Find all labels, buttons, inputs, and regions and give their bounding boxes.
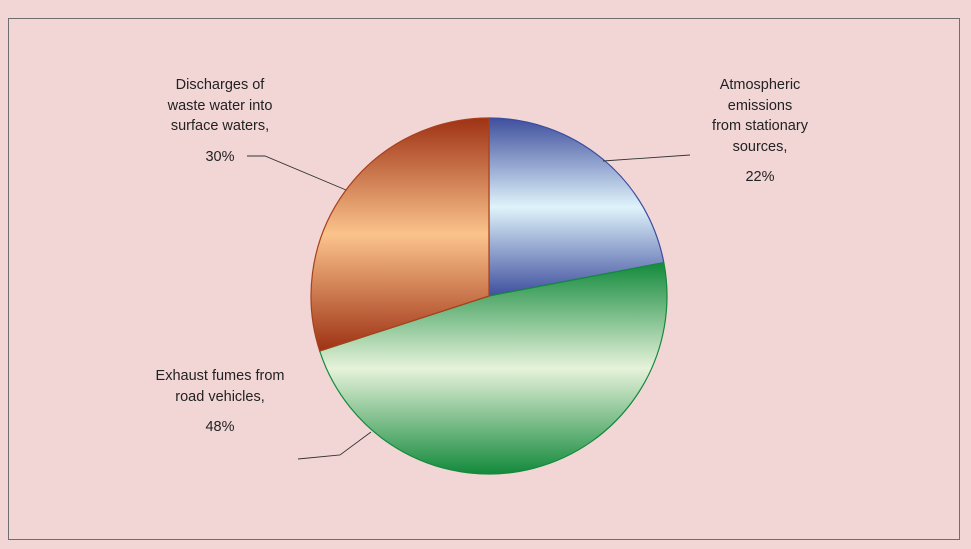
value-label-waste-water: 30%: [205, 148, 235, 165]
label-line: waste water into: [167, 97, 273, 114]
leader-line-waste-water: [247, 155, 347, 191]
label-line: surface waters,: [170, 118, 270, 134]
label-line: road vehicles,: [175, 388, 265, 405]
slice-exhaust-fumes: [318, 261, 668, 475]
label-line: from stationary: [712, 118, 808, 134]
label-atmospheric-emissions: Atmospheric emissions from stationary so…: [690, 75, 830, 188]
label-line: Discharges of: [175, 77, 265, 93]
slice-waste-water-discharges: [310, 117, 490, 352]
label-waste-water-discharges: Discharges of waste water into surface w…: [145, 75, 295, 167]
label-line: sources,: [732, 138, 788, 155]
leader-line-atmospheric: [602, 154, 691, 162]
label-line: emissions: [727, 97, 793, 114]
leader-line-exhaust: [297, 431, 372, 460]
label-line: Atmospheric: [719, 77, 801, 93]
slice-atmospheric-emissions: [488, 117, 665, 297]
value-label-atmospheric: 22%: [745, 169, 775, 185]
label-exhaust-fumes: Exhaust fumes from road vehicles, 48%: [130, 366, 310, 438]
label-line: Exhaust fumes from: [155, 368, 285, 384]
value-label-exhaust: 48%: [205, 419, 235, 435]
